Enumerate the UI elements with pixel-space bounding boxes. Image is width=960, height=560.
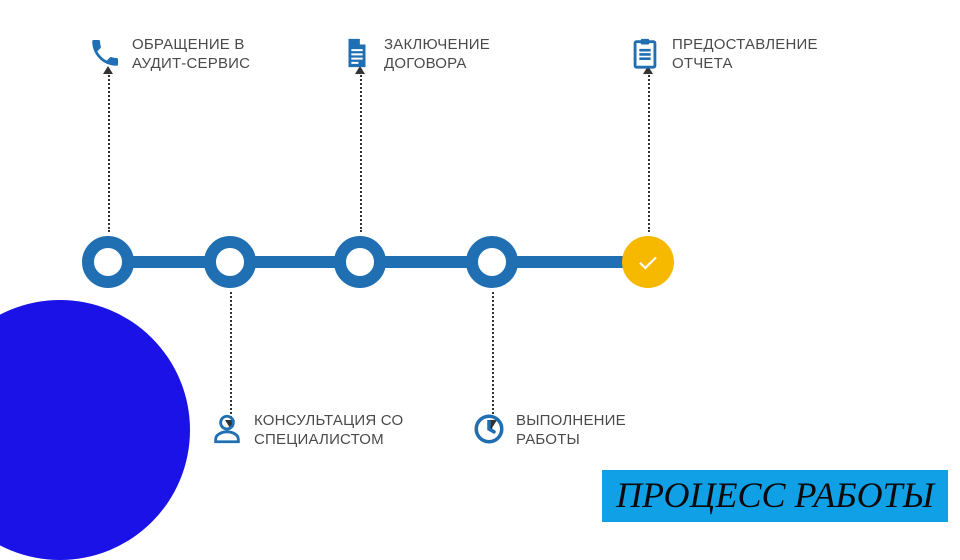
timeline-node: [334, 236, 386, 288]
clock-icon: [472, 412, 506, 446]
timeline-node: [466, 236, 518, 288]
diagram-title: ПРОЦЕСС РАБОТЫ: [602, 470, 948, 522]
step-clock: ВЫПОЛНЕНИЕ РАБОТЫ: [472, 412, 626, 450]
connector-line: [108, 72, 110, 232]
step-phone: ОБРАЩЕНИЕ В АУДИТ-СЕРВИС: [88, 36, 250, 74]
connector-line: [648, 72, 650, 232]
step-label: ПРЕДОСТАВЛЕНИЕ ОТЧЕТА: [672, 36, 818, 74]
process-diagram: ПРОЦЕСС РАБОТЫ ОБРАЩЕНИЕ В АУДИТ-СЕРВИС К…: [0, 0, 960, 540]
decorative-circle: [0, 300, 190, 560]
phone-icon: [88, 36, 122, 70]
connector-line: [230, 292, 232, 422]
diagram-title-text: ПРОЦЕСС РАБОТЫ: [616, 475, 934, 515]
clipboard-icon: [628, 36, 662, 70]
step-label: ЗАКЛЮЧЕНИЕ ДОГОВОРА: [384, 36, 490, 74]
step-clipboard: ПРЕДОСТАВЛЕНИЕ ОТЧЕТА: [628, 36, 818, 74]
connector-line: [492, 292, 494, 422]
timeline-node: [204, 236, 256, 288]
step-label: ВЫПОЛНЕНИЕ РАБОТЫ: [516, 412, 626, 450]
timeline-node-final: [622, 236, 674, 288]
document-icon: [340, 36, 374, 70]
check-icon: [635, 249, 661, 275]
step-document: ЗАКЛЮЧЕНИЕ ДОГОВОРА: [340, 36, 490, 74]
user-icon: [210, 412, 244, 446]
connector-line: [360, 72, 362, 232]
timeline-node: [82, 236, 134, 288]
step-user: КОНСУЛЬТАЦИЯ СО СПЕЦИАЛИСТОМ: [210, 412, 403, 450]
step-label: ОБРАЩЕНИЕ В АУДИТ-СЕРВИС: [132, 36, 250, 74]
step-label: КОНСУЛЬТАЦИЯ СО СПЕЦИАЛИСТОМ: [254, 412, 403, 450]
